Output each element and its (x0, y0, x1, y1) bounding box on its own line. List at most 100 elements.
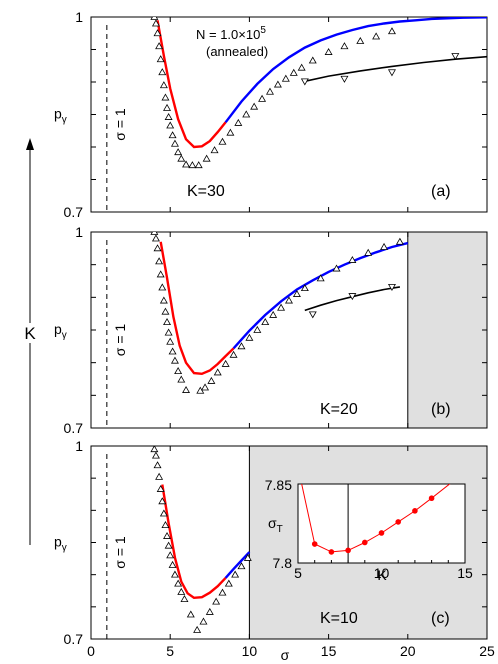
triangle-up-point (151, 451, 160, 459)
triangle-up-point (164, 541, 173, 549)
k-label: K=30 (187, 183, 225, 200)
x-axis-label: σ (281, 647, 290, 663)
panel-a: 1 0.7 pγ σ = 1 K=30 (a) (54, 9, 488, 220)
inset-frame (297, 483, 466, 564)
y-axis-label-sub: γ (62, 330, 67, 341)
triangle-up-point (188, 161, 197, 169)
triangle-up-point (170, 139, 179, 147)
triangle-up-point (199, 617, 208, 625)
triangle-up-point (250, 102, 259, 110)
triangle-up-point (170, 356, 179, 364)
y-axis-label: pγ (54, 106, 67, 126)
triangle-up-point (153, 29, 162, 37)
triangle-up-point (156, 484, 165, 492)
triangle-up-point (364, 248, 373, 256)
triangle-up-point (210, 146, 219, 154)
y-axis-label-sub: γ (62, 543, 67, 554)
y-axis-label: pγ (54, 534, 67, 554)
inset-y-tick-label: 7.8 (273, 555, 293, 571)
y-axis-label-sub: γ (62, 115, 67, 126)
inset-red-line (301, 484, 451, 553)
triangle-up-point (245, 333, 254, 341)
plot-content (150, 446, 252, 633)
triangle-up-point (170, 570, 179, 578)
triangle-down-point (300, 78, 309, 86)
triangle-up-point (261, 318, 270, 326)
sigma-one-label: σ = 1 (112, 108, 128, 141)
k-arrow-label-bg (20, 323, 40, 343)
triangle-up-point (156, 270, 165, 278)
triangle-up-point (212, 597, 221, 605)
red-curve (156, 20, 227, 149)
triangle-up-point (269, 310, 278, 318)
inset-point (362, 539, 368, 546)
triangle-down-point (308, 311, 317, 319)
red-curve (159, 241, 235, 376)
annotation-annealed: (annealed) (206, 44, 268, 59)
triangle-up-point (266, 87, 274, 95)
triangle-up-point (356, 36, 365, 44)
triangle-up-point (277, 303, 286, 311)
triangle-up-point (177, 375, 186, 383)
x-tick-label: 25 (479, 643, 495, 659)
blue-curve (224, 17, 487, 124)
y-tick-label: 1 (75, 9, 83, 25)
triangle-down-point (348, 293, 357, 301)
triangle-up-point (387, 27, 396, 35)
panel-c: 1 0.7 pγ σ = 1 K=10 (c) 0 5 10 15 20 25 σ 5 10 15 7.85 7.… (54, 438, 495, 663)
triangle-up-point (218, 588, 227, 596)
inset-point (395, 519, 402, 525)
triangle-up-point (229, 350, 238, 358)
triangle-up-point (194, 161, 203, 169)
triangle-up-point (153, 461, 162, 469)
triangle-down-point (387, 69, 396, 77)
triangle-up-point (163, 103, 172, 111)
inset-y-tick-label: 7.85 (265, 477, 292, 493)
x-tick-label: 5 (166, 643, 174, 659)
triangle-up-point (174, 148, 183, 156)
triangle-up-point (234, 118, 243, 126)
triangle-up-point (380, 242, 389, 250)
triangle-up-point (166, 337, 175, 345)
triangle-up-point (163, 531, 172, 539)
inset-point (428, 495, 435, 502)
triangle-up-point (324, 47, 333, 55)
triangle-up-point (348, 255, 357, 263)
panel-label: (c) (431, 610, 450, 627)
triangle-up-point (155, 42, 164, 50)
triangle-up-point (161, 93, 170, 101)
triangle-up-point (340, 42, 349, 50)
inset-x-tick-label: 10 (374, 565, 390, 581)
triangle-up-point (213, 368, 222, 376)
triangle-down-point (340, 75, 349, 83)
triangle-up-point (218, 137, 227, 145)
triangle-up-point (308, 56, 317, 64)
panel-label: (a) (431, 183, 451, 200)
x-tick-label: 20 (400, 643, 416, 659)
inset-point (345, 547, 351, 554)
annotation-exponent: 5 (260, 25, 266, 36)
triangle-up-point (292, 289, 301, 297)
y-tick-label: 0.7 (64, 420, 84, 436)
inset-point (328, 549, 335, 555)
triangle-up-point (281, 74, 290, 82)
inset-x-tick-label: 5 (294, 565, 302, 581)
triangle-up-point (201, 383, 210, 391)
triangle-up-point (289, 68, 298, 76)
plot-frame (90, 16, 488, 213)
inset-point (311, 541, 318, 547)
triangle-up-point (161, 307, 170, 315)
triangle-up-point (155, 472, 164, 480)
triangle-up-point (372, 32, 381, 40)
sigma-one-label: σ = 1 (112, 324, 128, 357)
triangle-up-point (158, 68, 167, 76)
triangle-up-point (237, 342, 246, 350)
triangle-up-point (168, 347, 177, 355)
triangle-up-point (243, 553, 252, 561)
triangle-up-point (156, 55, 165, 63)
red-curve (161, 484, 227, 600)
triangle-up-point (177, 587, 186, 595)
plot-content (150, 232, 409, 394)
